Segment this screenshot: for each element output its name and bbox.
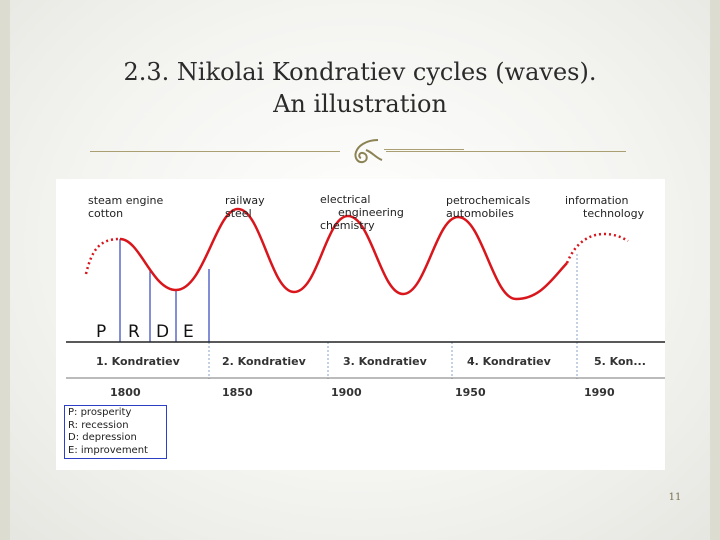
ornament-flourish-icon — [354, 139, 383, 164]
phase-letter-d: D — [156, 322, 170, 342]
kondratiev-label-2: 2. Kondratiev — [222, 355, 306, 368]
phase-letter-p: P — [96, 322, 107, 342]
legend-item-recession: R: recession — [68, 419, 129, 431]
phase-legend: P: prosperity R: recession D: depression… — [64, 405, 167, 459]
phase-letter-r: R — [128, 322, 140, 342]
year-label-1990: 1990 — [584, 386, 615, 399]
year-label-1950: 1950 — [455, 386, 486, 399]
year-label-1850: 1850 — [222, 386, 253, 399]
kondratiev-label-4: 4. Kondratiev — [467, 355, 551, 368]
wave-dotted-end — [565, 232, 629, 264]
slide-border-right — [710, 0, 720, 540]
year-label-1900: 1900 — [331, 386, 362, 399]
innovation-label-4: petrochemicals automobiles — [446, 194, 531, 220]
kondratiev-wave-svg — [66, 207, 665, 379]
title-rule-accent — [384, 149, 464, 150]
slide-title-line2: An illustration — [273, 90, 447, 118]
slide-border-left — [0, 0, 10, 540]
legend-item-improvement: E: improvement — [68, 444, 148, 456]
phase-letter-e: E — [183, 322, 194, 342]
year-label-1800: 1800 — [110, 386, 141, 399]
kondratiev-label-5: 5. Kon... — [594, 355, 646, 368]
slide-title-line1: 2.3. Nikolai Kondratiev cycles (waves). — [123, 58, 597, 86]
innovation-label-3: electrical engineering chemistry — [320, 193, 404, 232]
title-rule-right — [386, 151, 626, 152]
innovation-label-2: railway steel — [225, 194, 265, 220]
legend-item-prosperity: P: prosperity — [68, 407, 132, 418]
kondratiev-label-1: 1. Kondratiev — [96, 355, 180, 368]
wave-dotted-start — [84, 237, 121, 275]
kondratiev-diagram: steam engine cotton railway steel electric… — [56, 179, 665, 470]
innovation-label-5: information technology — [565, 194, 645, 220]
kondratiev-wave — [119, 207, 568, 301]
title-rule-left — [90, 151, 340, 152]
legend-item-depression: D: depression — [68, 432, 137, 443]
innovation-label-1: steam engine cotton — [88, 194, 164, 220]
slide-number: 11 — [668, 492, 682, 503]
kondratiev-label-3: 3. Kondratiev — [343, 355, 427, 368]
